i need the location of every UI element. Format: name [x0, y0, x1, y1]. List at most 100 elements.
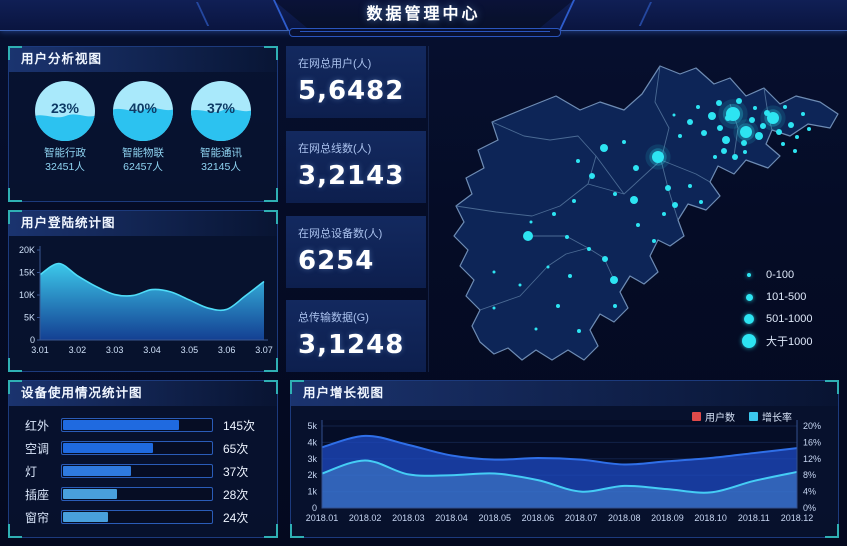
stat-label: 在网总用户(人): [298, 58, 372, 70]
bar-fill: [63, 420, 179, 430]
gauge-count: 62457人: [123, 161, 163, 173]
map-dot: [701, 130, 707, 136]
map-dot: [678, 134, 682, 138]
map-dot: [807, 127, 811, 131]
stat-label: 在网总设备数(人): [298, 228, 383, 240]
legend-label: 用户数: [705, 413, 735, 424]
map-dot: [529, 220, 533, 224]
map-dot: [665, 185, 671, 191]
vertical-divider: [428, 46, 429, 372]
gauge-label: 智能通讯: [200, 147, 242, 159]
y-tick-label: 0: [30, 335, 35, 345]
panel-title: 用户登陆统计图: [9, 211, 277, 236]
y-tick-label-left: 0: [312, 503, 317, 513]
gauge-iot: 40% 智能物联 62457人: [107, 80, 179, 174]
login-area-chart: 0 5K 10K 15K 20K 3.01 3.02 3.03 3.04 3.05 3.06 3.07: [19, 245, 273, 355]
x-tick-label: 3.07: [255, 345, 273, 355]
map-dot: [781, 142, 785, 146]
map-dot: [534, 327, 538, 331]
legend-item-growth-rate[interactable]: 增长率: [749, 409, 792, 424]
stat-value: 5,6482: [298, 76, 405, 106]
gauge-label: 智能物联: [122, 147, 164, 159]
x-tick-label: 3.04: [143, 345, 161, 355]
map-dot: [801, 112, 805, 116]
map-dot: [572, 199, 576, 203]
map-dot: [788, 122, 794, 128]
map-dots-layer: [492, 98, 811, 333]
map-legend-item: 大于1000: [740, 330, 813, 352]
x-tick-label: 2018.08: [608, 513, 641, 523]
map-dot: [760, 123, 766, 129]
map-dot: [546, 265, 550, 269]
legend-item-users[interactable]: 用户数: [692, 409, 735, 424]
map-dot: [613, 304, 617, 308]
device-bar-list: 红外 145次 空调 65次 灯 37次 插座 28次 窗帘: [9, 406, 277, 525]
legend-label: 0-100: [766, 269, 795, 281]
gauge-percent: 23%: [51, 100, 80, 116]
map-dot: [725, 115, 731, 121]
map-dot: [755, 132, 763, 140]
bar-label: 插座: [25, 487, 50, 502]
x-tick-label: 3.06: [218, 345, 236, 355]
bar-fill: [63, 466, 131, 476]
map-dot: [576, 159, 580, 163]
y-tick-label: 10K: [19, 290, 35, 300]
legend-swatch-icon: [749, 412, 758, 421]
map-legend: 0-100 101-500 501-1000 大于1000: [740, 264, 813, 352]
bar-track: [61, 510, 213, 524]
y-tick-label: 20K: [19, 245, 35, 255]
bar-label: 灯: [25, 464, 38, 479]
page-title: 数据管理中心: [366, 6, 481, 23]
users-series-line: [321, 434, 798, 466]
x-tick-label: 3.02: [69, 345, 87, 355]
growth-area-chart: 0 1k 2k 3k 4k 5k 0% 4% 8% 12% 16% 20% 2018.01 2018.02…: [306, 420, 821, 523]
x-tick-label: 2018.04: [435, 513, 468, 523]
map-dot: [764, 110, 770, 116]
x-tick-label: 2018.03: [392, 513, 425, 523]
legend-label: 大于1000: [766, 336, 813, 348]
device-bar-row: 插座 28次: [25, 487, 263, 502]
x-tick-label: 2018.06: [522, 513, 555, 523]
panel-login-stats: 用户登陆统计图 0 5K 10K 15K 20K 3.01 3.02 3.03 3.04 3.05…: [8, 210, 278, 372]
stat-value: 3,1248: [298, 330, 405, 360]
growth-axes: [321, 420, 798, 509]
map-dot: [672, 202, 678, 208]
map-dot: [636, 223, 640, 227]
x-tick-label: 3.03: [106, 345, 124, 355]
x-tick-label: 3.05: [181, 345, 199, 355]
bar-value: 145次: [223, 418, 256, 433]
corner-bracket: [8, 188, 22, 202]
y-tick-label-right: 16%: [803, 437, 821, 447]
map-dot: [622, 140, 626, 144]
panel-user-analysis: 用户分析视图 23% 智能行政 32451人 40% 智: [8, 46, 278, 202]
panel-device-usage: 设备使用情况统计图 红外 145次 空调 65次 灯 37次 插座 28次: [8, 380, 278, 538]
y-tick-label-left: 5k: [307, 421, 317, 431]
x-tick-label: 2018.01: [306, 513, 339, 523]
map-dot: [749, 117, 755, 123]
bar-label: 窗帘: [25, 510, 50, 525]
map-dot: [587, 247, 591, 251]
header-bar: 数据管理中心: [0, 0, 847, 31]
stat-value: 6254: [298, 246, 375, 276]
x-tick-label: 2018.10: [694, 513, 727, 523]
map-dot: [736, 98, 742, 104]
legend-label: 501-1000: [766, 313, 813, 325]
bar-track: [61, 464, 213, 478]
y-tick-label: 5K: [24, 313, 35, 323]
map-dot: [552, 212, 556, 216]
map-dot: [556, 304, 560, 308]
stat-card-total-lines: 在网总线数(人) 3,2143: [286, 131, 426, 203]
y-tick-label-right: 8%: [803, 470, 816, 480]
x-tick-label: 2018.05: [478, 513, 511, 523]
gauge-percent: 40%: [129, 100, 158, 116]
gauge-comm: 37% 智能通讯 32145人: [185, 80, 257, 174]
region-map: [453, 65, 839, 361]
panel-title: 用户分析视图: [9, 47, 277, 72]
stat-label: 在网总线数(人): [298, 143, 372, 155]
map-dot: [577, 329, 581, 333]
x-tick-label: 3.01: [31, 345, 49, 355]
stat-value: 3,2143: [298, 161, 405, 191]
gauge-count: 32451人: [45, 161, 85, 173]
x-tick-label: 2018.07: [565, 513, 598, 523]
